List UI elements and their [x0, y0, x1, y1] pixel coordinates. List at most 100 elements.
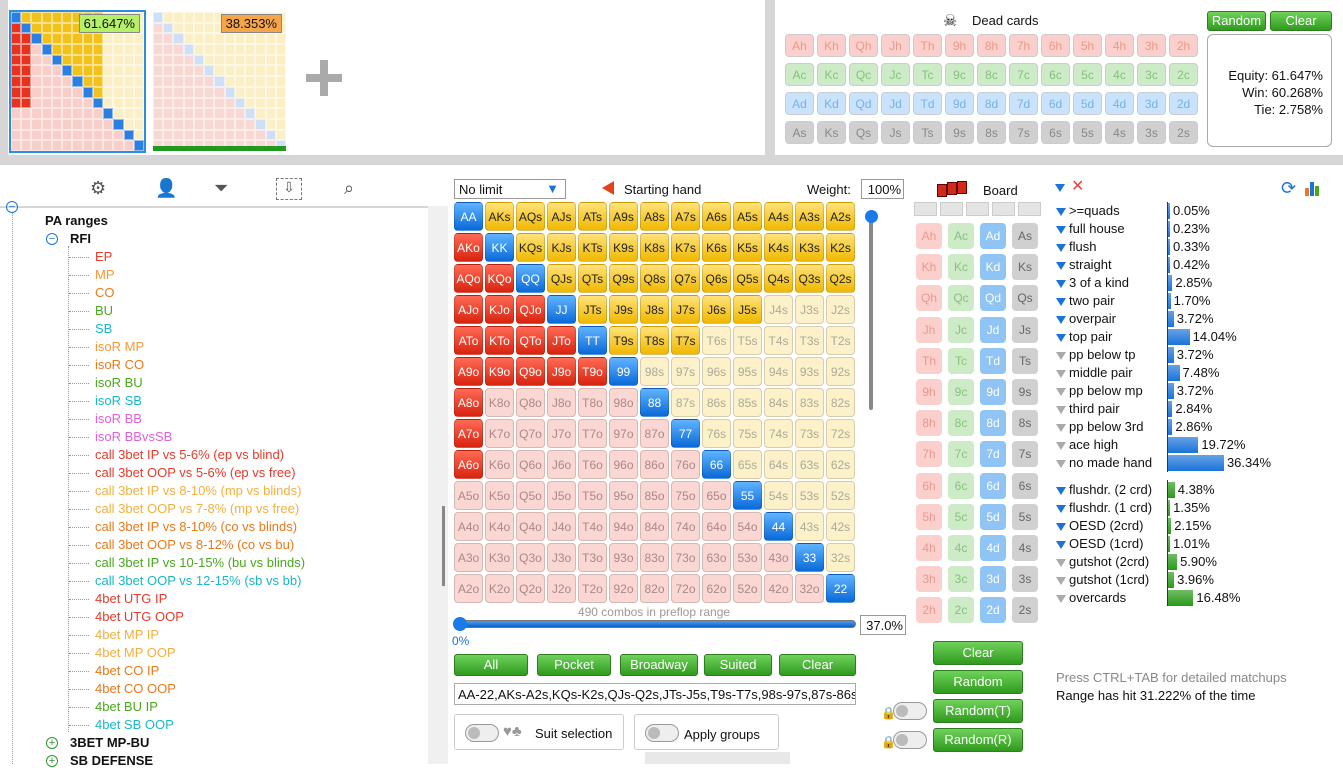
- dead-card-Js[interactable]: Js: [881, 121, 910, 144]
- board-card-5h[interactable]: 5h: [916, 503, 942, 530]
- hand-cell-Q2o[interactable]: Q2o: [516, 574, 545, 603]
- dead-card-7h[interactable]: 7h: [1009, 34, 1038, 57]
- board-card-3s[interactable]: 3s: [1012, 566, 1038, 593]
- tree-scrollbar[interactable]: [428, 206, 448, 764]
- weight-input[interactable]: 100%: [861, 179, 904, 199]
- board-card-7c[interactable]: 7c: [948, 441, 974, 468]
- board-card-9h[interactable]: 9h: [916, 379, 942, 405]
- stat-row[interactable]: flushdr. (1 crd): [1056, 500, 1152, 515]
- hand-cell-J8o[interactable]: J8o: [547, 388, 576, 417]
- range-suited-button[interactable]: Suited: [704, 654, 772, 676]
- hand-cell-Q5s[interactable]: Q5s: [733, 264, 762, 293]
- hand-cell-32s[interactable]: 32s: [826, 543, 855, 572]
- filter-icon[interactable]: [1056, 225, 1066, 234]
- stat-row[interactable]: overpair: [1056, 311, 1116, 326]
- dead-card-Ah[interactable]: Ah: [785, 34, 814, 57]
- hand-cell-K5o[interactable]: K5o: [485, 481, 514, 510]
- hand-cell-KQo[interactable]: KQo: [485, 264, 514, 293]
- dead-card-8h[interactable]: 8h: [977, 34, 1006, 57]
- dead-card-7c[interactable]: 7c: [1009, 63, 1038, 86]
- hand-cell-Q5o[interactable]: Q5o: [516, 481, 545, 510]
- stat-row[interactable]: full house: [1056, 221, 1125, 236]
- hand-cell-96s[interactable]: 96s: [702, 357, 731, 386]
- board-card-8h[interactable]: 8h: [916, 410, 942, 437]
- hand-cell-A9o[interactable]: A9o: [454, 357, 483, 386]
- dead-card-Ks[interactable]: Ks: [817, 121, 846, 144]
- hand-cell-Q9o[interactable]: Q9o: [516, 357, 545, 386]
- hand-cell-JTo[interactable]: JTo: [547, 326, 576, 355]
- range-pct-input[interactable]: 37.0%: [860, 615, 906, 635]
- board-card-Jc[interactable]: Jc: [948, 316, 974, 343]
- hand-cell-A6o[interactable]: A6o: [454, 450, 483, 479]
- board-card-3h[interactable]: 3h: [916, 566, 942, 593]
- hand-cell-A2o[interactable]: A2o: [454, 574, 483, 603]
- board-slot[interactable]: [914, 202, 937, 216]
- dead-card-7d[interactable]: 7d: [1009, 92, 1038, 115]
- board-card-5s[interactable]: 5s: [1012, 503, 1038, 530]
- hand-cell-T5s[interactable]: T5s: [733, 326, 762, 355]
- hand-cell-Q7o[interactable]: Q7o: [516, 419, 545, 448]
- hand-cell-99[interactable]: 99: [609, 357, 638, 386]
- dead-card-3c[interactable]: 3c: [1137, 63, 1166, 86]
- hand-cell-42o[interactable]: 42o: [764, 574, 793, 603]
- stat-row[interactable]: OESD (1crd): [1056, 536, 1143, 551]
- filter-icon[interactable]: [1056, 576, 1066, 585]
- dead-card-Jh[interactable]: Jh: [881, 34, 910, 57]
- hand-cell-J8s[interactable]: J8s: [640, 295, 669, 324]
- hand-cell-52s[interactable]: 52s: [826, 481, 855, 510]
- hand-cell-63s[interactable]: 63s: [795, 450, 824, 479]
- board-clear-button[interactable]: Clear: [933, 641, 1023, 665]
- add-player-icon[interactable]: [306, 60, 342, 96]
- dead-card-5c[interactable]: 5c: [1073, 63, 1102, 86]
- dead-card-5d[interactable]: 5d: [1073, 92, 1102, 115]
- hand-cell-82s[interactable]: 82s: [826, 388, 855, 417]
- dead-card-Kd[interactable]: Kd: [817, 92, 846, 115]
- dead-card-Td[interactable]: Td: [913, 92, 942, 115]
- filter-icon[interactable]: [1055, 179, 1068, 194]
- hand-cell-K7o[interactable]: K7o: [485, 419, 514, 448]
- board-card-Kd[interactable]: Kd: [980, 254, 1006, 281]
- dead-card-Jd[interactable]: Jd: [881, 92, 910, 115]
- dead-card-4h[interactable]: 4h: [1105, 34, 1134, 57]
- range-broadway-button[interactable]: Broadway: [620, 654, 698, 676]
- hand-cell-A5o[interactable]: A5o: [454, 481, 483, 510]
- hand-cell-AJs[interactable]: AJs: [547, 202, 576, 231]
- hand-cell-87s[interactable]: 87s: [671, 388, 700, 417]
- hand-cell-AQo[interactable]: AQo: [454, 264, 483, 293]
- dead-card-Kh[interactable]: Kh: [817, 34, 846, 57]
- hand-cell-K5s[interactable]: K5s: [733, 233, 762, 262]
- dead-random-button[interactable]: Random: [1207, 11, 1266, 31]
- hand-cell-96o[interactable]: 96o: [609, 450, 638, 479]
- board-card-4c[interactable]: 4c: [948, 535, 974, 561]
- stat-row[interactable]: no made hand: [1056, 455, 1152, 470]
- board-card-8d[interactable]: 8d: [980, 410, 1006, 437]
- board-card-Jd[interactable]: Jd: [980, 316, 1006, 343]
- stat-row[interactable]: gutshot (2crd): [1056, 554, 1149, 569]
- dead-card-5h[interactable]: 5h: [1073, 34, 1102, 57]
- hand-cell-KQs[interactable]: KQs: [516, 233, 545, 262]
- hand-cell-95s[interactable]: 95s: [733, 357, 762, 386]
- hand-cell-84o[interactable]: 84o: [640, 512, 669, 541]
- board-slot[interactable]: [1018, 202, 1041, 216]
- hand-cell-AKs[interactable]: AKs: [485, 202, 514, 231]
- hand-cell-85s[interactable]: 85s: [733, 388, 762, 417]
- search-icon[interactable]: ⌕: [344, 178, 355, 198]
- hand-cell-64o[interactable]: 64o: [702, 512, 731, 541]
- hand-cell-J2s[interactable]: J2s: [826, 295, 855, 324]
- dead-card-3s[interactable]: 3s: [1137, 121, 1166, 144]
- suit-selection-box[interactable]: ♥♣ Suit selection: [454, 714, 624, 750]
- hand-cell-54o[interactable]: 54o: [733, 512, 762, 541]
- hand-cell-A7s[interactable]: A7s: [671, 202, 700, 231]
- hand-cell-72s[interactable]: 72s: [826, 419, 855, 448]
- dead-card-Qs[interactable]: Qs: [849, 121, 878, 144]
- hand-cell-A7o[interactable]: A7o: [454, 419, 483, 448]
- filter-add-icon[interactable]: ⏷: [214, 178, 229, 198]
- tree-item[interactable]: isoR BB: [95, 411, 142, 426]
- stat-row[interactable]: pp below tp: [1056, 347, 1136, 362]
- hand-cell-Q6s[interactable]: Q6s: [702, 264, 731, 293]
- dead-card-Tc[interactable]: Tc: [913, 63, 942, 86]
- board-card-3d[interactable]: 3d: [980, 566, 1006, 593]
- chart-icon[interactable]: [1305, 180, 1325, 196]
- dead-card-5s[interactable]: 5s: [1073, 121, 1102, 144]
- dead-card-2h[interactable]: 2h: [1169, 34, 1198, 57]
